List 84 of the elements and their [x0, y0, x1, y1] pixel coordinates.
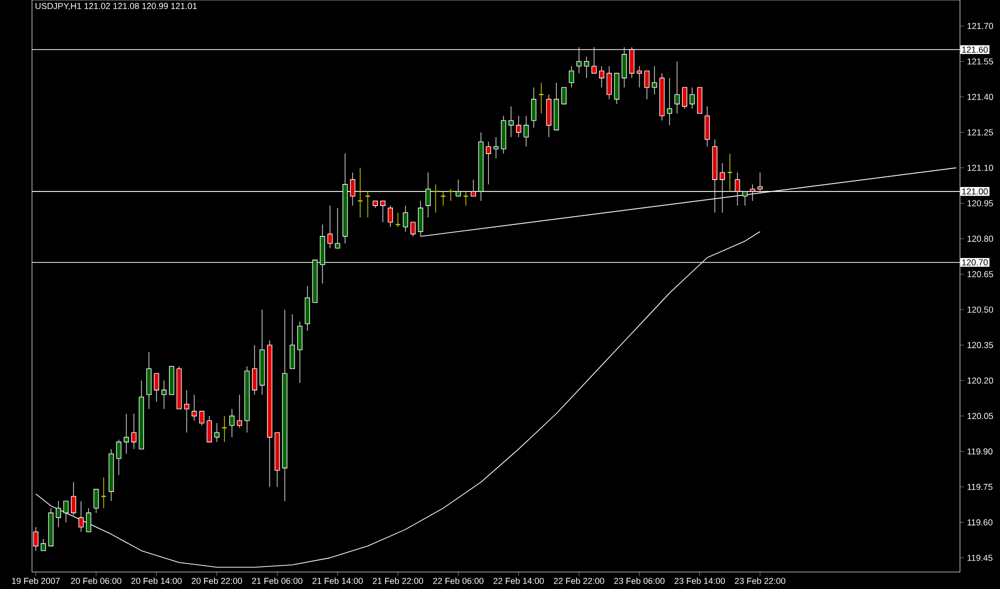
candlestick	[599, 66, 604, 88]
y-tick-label: 121.10	[968, 164, 994, 171]
candlestick	[327, 205, 333, 249]
candlestick	[380, 200, 386, 223]
x-tick-label: 23 Feb 22:00	[734, 578, 786, 584]
candlestick	[584, 56, 590, 78]
candlestick	[206, 416, 212, 442]
candlestick	[636, 66, 642, 88]
candlestick	[568, 66, 574, 88]
candlestick	[290, 314, 295, 370]
candlestick	[94, 488, 99, 514]
candlestick	[161, 380, 167, 410]
candlestick	[440, 191, 446, 206]
y-tick-label: 120.95	[968, 200, 994, 206]
candlestick	[704, 106, 710, 147]
y-tick-label: 119.45	[968, 554, 992, 561]
candlestick	[524, 115, 529, 147]
candlestick	[644, 70, 650, 100]
candlestick	[252, 344, 258, 396]
candlestick	[222, 416, 228, 442]
candlestick	[606, 66, 612, 100]
candlestick	[462, 191, 469, 206]
candlestick	[410, 222, 416, 237]
y-tick-label: 121.25	[968, 129, 994, 136]
y-tick-label: 120.65	[968, 271, 994, 278]
x-tick-label: 19 Feb 2007	[12, 578, 60, 584]
candlestick	[78, 500, 84, 532]
candlestick	[516, 115, 522, 138]
candlestick	[192, 394, 197, 422]
ref-line-label: 120.70	[962, 259, 988, 266]
candlestick	[493, 136, 499, 159]
x-tick-label: 21 Feb 14:00	[312, 578, 363, 584]
x-tick-label: 20 Feb 14:00	[131, 578, 182, 584]
x-tick-label: 23 Feb 14:00	[674, 578, 725, 584]
y-tick-label: 120.35	[968, 342, 994, 348]
ref-line-label: 121.00	[962, 188, 988, 195]
y-tick-label: 120.80	[968, 236, 994, 242]
candlestick	[297, 321, 302, 384]
candlestick	[561, 87, 567, 104]
x-tick-label: 23 Feb 06:00	[614, 578, 665, 584]
x-tick-label: 22 Feb 22:00	[554, 578, 604, 584]
candlestick	[86, 508, 92, 532]
y-tick-label: 121.70	[968, 22, 994, 30]
y-tick-label: 119.60	[968, 519, 992, 526]
candlestick	[184, 390, 190, 433]
candlestick	[402, 205, 408, 232]
candlestick	[682, 87, 688, 110]
chart-title: USDJPY,H1 121.02 121.08 120.99 121.01	[36, 2, 197, 10]
candlestick	[199, 410, 204, 426]
candlestick	[63, 500, 69, 523]
candlestick	[334, 208, 340, 249]
candlestick	[666, 78, 672, 126]
candlestick	[531, 87, 536, 128]
x-tick-label: 22 Feb 14:00	[494, 578, 544, 584]
y-tick-label: 120.05	[968, 412, 994, 420]
candlestick	[124, 413, 129, 454]
candlestick	[131, 413, 136, 450]
candlestick	[388, 205, 393, 228]
y-tick-label: 120.20	[968, 377, 994, 384]
candlestick	[229, 408, 235, 438]
y-tick-label: 121.40	[968, 94, 994, 100]
y-tick-label: 120.50	[968, 306, 994, 313]
ref-line-label: 121.60	[962, 46, 988, 53]
candlestick	[674, 61, 680, 114]
y-tick-label: 119.90	[968, 448, 992, 455]
x-tick-label: 20 Feb 22:00	[192, 578, 242, 584]
candlestick	[236, 394, 242, 428]
candlestick	[154, 373, 160, 402]
y-tick-label: 121.55	[968, 58, 994, 65]
candlestick	[652, 66, 658, 95]
y-tick-label: 119.75	[968, 484, 992, 490]
x-tick-label: 22 Feb 06:00	[433, 578, 484, 584]
candlestick	[486, 141, 492, 185]
candlestick	[70, 482, 76, 516]
candlestick	[690, 87, 695, 110]
candlestick	[214, 422, 220, 442]
x-tick-label: 21 Feb 06:00	[252, 578, 302, 584]
candlestick	[40, 538, 46, 552]
candlestick	[116, 439, 122, 476]
x-tick-label: 21 Feb 22:00	[372, 578, 424, 584]
candlestick	[56, 500, 62, 528]
x-tick-label: 20 Feb 06:00	[71, 578, 122, 584]
candlestick	[364, 191, 371, 218]
candlestick	[508, 106, 514, 138]
